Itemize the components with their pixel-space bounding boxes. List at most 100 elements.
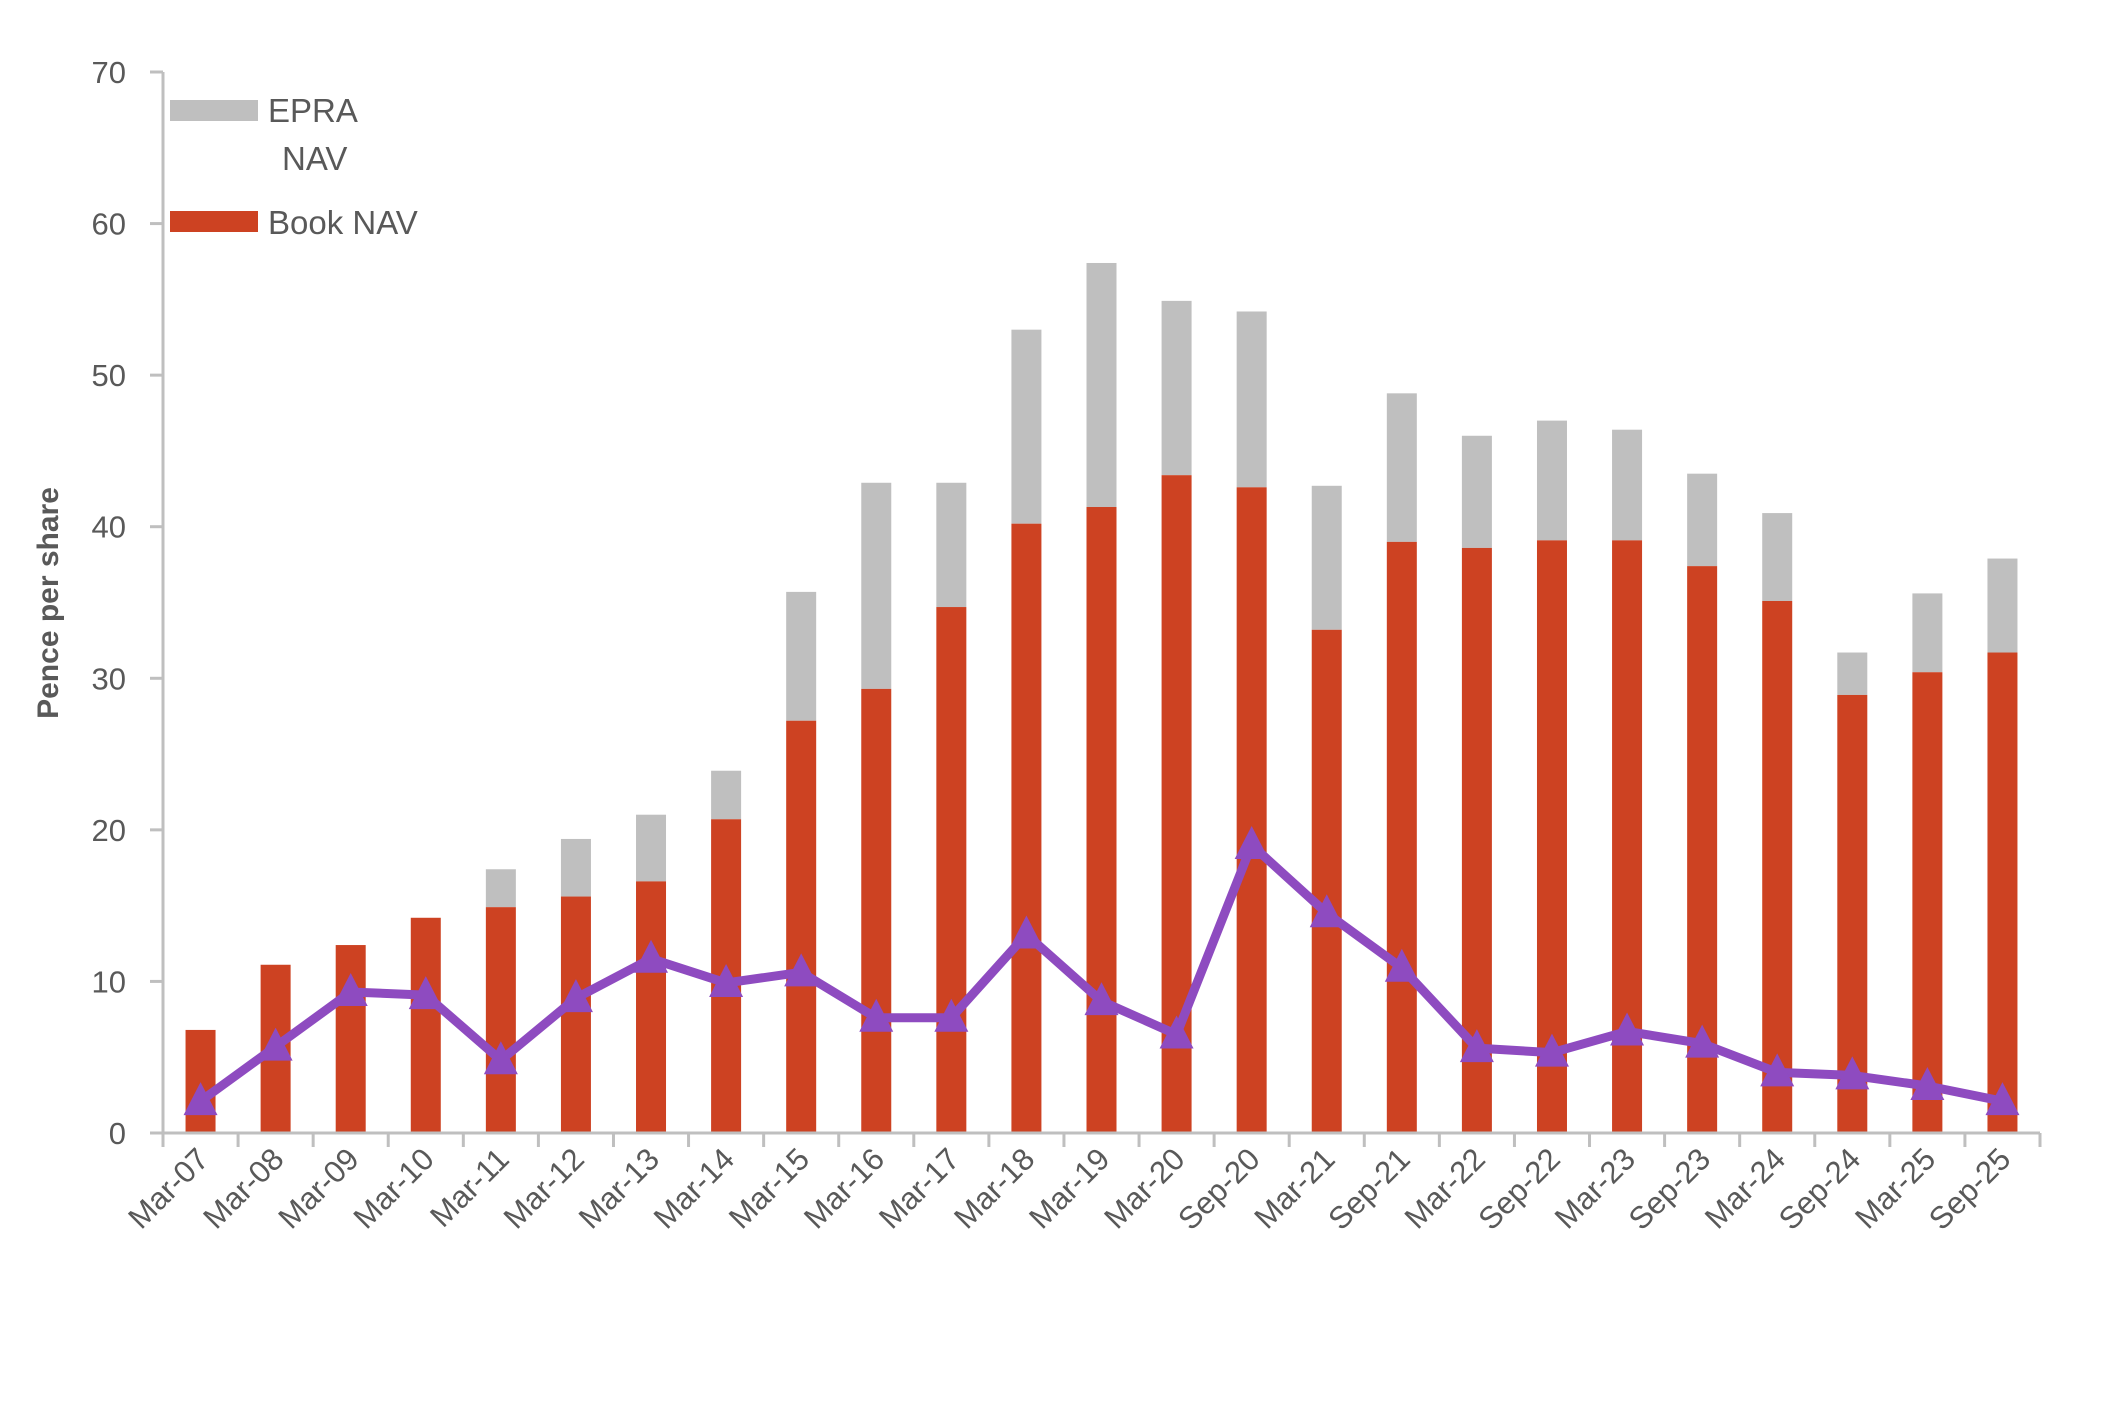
line-marker-triangle <box>709 963 744 997</box>
bar-epra-nav <box>560 838 591 897</box>
x-tick-label: Sep-20 <box>1171 1141 1266 1236</box>
bar-book-nav <box>1311 629 1342 1133</box>
y-tick-label: 50 <box>92 358 126 393</box>
axes-layer <box>150 72 2040 1147</box>
bar-book-nav <box>1086 507 1117 1133</box>
x-tick-label: Mar-25 <box>1848 1141 1942 1235</box>
y-tick-label: 20 <box>92 813 126 848</box>
bar-book-nav <box>485 907 516 1133</box>
bar-book-nav <box>1236 487 1267 1133</box>
y-ticks: 0 10 20 30 40 50 60 70 <box>92 55 163 1151</box>
bar-book-nav <box>1762 600 1793 1133</box>
x-tick-label: Sep-23 <box>1622 1141 1717 1236</box>
x-tick-label: Mar-14 <box>647 1141 741 1235</box>
line-marker-triangle <box>1534 1033 1569 1067</box>
bar-epra-nav <box>1311 485 1342 630</box>
bar-epra-nav <box>861 482 892 689</box>
y-tick-label: 70 <box>92 55 126 90</box>
x-tick-label: Sep-25 <box>1922 1141 2017 1236</box>
bar-epra-nav <box>485 869 516 908</box>
x-tick-label: Sep-22 <box>1471 1141 1566 1236</box>
line-marker-triangle <box>408 976 443 1010</box>
bar-book-nav <box>1912 672 1943 1133</box>
legend: EPRA NAV Book NAV <box>170 92 418 241</box>
bar-epra-nav <box>1536 420 1567 541</box>
x-tick-label: Mar-17 <box>872 1141 966 1235</box>
x-ticks: Mar-07Mar-08Mar-09Mar-10Mar-11Mar-12Mar-… <box>121 1133 2042 1237</box>
line-layer <box>183 826 2020 1116</box>
x-tick-label: Mar-15 <box>722 1141 816 1235</box>
legend-swatch-epra-nav <box>170 100 258 121</box>
bar-epra-nav <box>711 770 742 820</box>
line-marker-triangle <box>333 973 368 1007</box>
y-tick-label: 40 <box>92 510 126 545</box>
y-tick-label: 30 <box>92 661 126 696</box>
y-tick-label: 0 <box>109 1116 126 1151</box>
line-marker-triangle <box>934 998 969 1032</box>
bar-book-nav <box>1987 652 2018 1133</box>
x-tick-label: Sep-21 <box>1321 1141 1416 1236</box>
x-tick-label: Sep-24 <box>1772 1141 1867 1236</box>
y-tick-label: 10 <box>92 964 126 999</box>
x-tick-label: Mar-21 <box>1248 1141 1342 1235</box>
bar-epra-nav <box>636 814 667 882</box>
line-marker-triangle <box>859 998 894 1032</box>
line-marker-triangle <box>1009 915 1044 949</box>
line-marker-triangle <box>258 1027 293 1061</box>
bar-book-nav <box>861 688 892 1133</box>
line-marker-triangle <box>1835 1056 1870 1090</box>
bar-epra-nav <box>1161 300 1192 476</box>
x-tick-label: Mar-23 <box>1548 1141 1642 1235</box>
x-tick-label: Mar-20 <box>1097 1141 1191 1235</box>
bar-book-nav <box>1011 523 1042 1133</box>
x-tick-label: Mar-16 <box>797 1141 891 1235</box>
line-marker-triangle <box>1159 1015 1194 1049</box>
x-tick-label: Mar-08 <box>196 1141 290 1235</box>
bar-epra-nav <box>1837 652 1868 695</box>
y-tick-label: 60 <box>92 207 126 242</box>
legend-label-epra-nav-line2: NAV <box>282 140 347 177</box>
bar-epra-nav <box>1086 262 1117 508</box>
bar-epra-nav <box>786 591 817 721</box>
line-marker-triangle <box>1459 1029 1494 1063</box>
bar-epra-nav <box>1912 593 1943 673</box>
x-tick-label: Mar-07 <box>121 1141 215 1235</box>
bar-book-nav <box>410 917 441 1133</box>
line-marker-triangle <box>1610 1012 1645 1046</box>
bar-epra-nav <box>1687 473 1718 567</box>
line-marker-triangle <box>1910 1067 1945 1101</box>
x-tick-label: Mar-09 <box>271 1141 365 1235</box>
line-marker-triangle <box>483 1041 518 1075</box>
line-marker-triangle <box>183 1082 218 1116</box>
bar-epra-nav <box>1987 558 2018 653</box>
bar-epra-nav <box>1236 311 1267 488</box>
x-tick-label: Mar-24 <box>1698 1141 1792 1235</box>
bar-book-nav <box>1386 541 1417 1133</box>
line-marker-triangle <box>558 979 593 1013</box>
line-marker-triangle <box>1084 982 1119 1016</box>
line-marker-triangle <box>1760 1053 1795 1087</box>
bar-epra-nav <box>1461 435 1492 548</box>
line-marker-triangle <box>784 953 819 987</box>
bar-book-nav <box>636 881 667 1133</box>
bar-epra-nav <box>1762 513 1793 601</box>
line-marker-triangle <box>1685 1024 1720 1058</box>
x-tick-label: Mar-12 <box>497 1141 591 1235</box>
x-tick-label: Mar-11 <box>423 1141 516 1234</box>
line-marker-triangle <box>634 939 669 973</box>
x-tick-label: Mar-10 <box>347 1141 441 1235</box>
bar-book-nav <box>936 607 967 1133</box>
legend-label-book-nav: Book NAV <box>268 204 418 241</box>
bar-book-nav <box>786 720 817 1133</box>
line-marker-triangle <box>1985 1082 2020 1116</box>
line-marker-triangle <box>1234 826 1269 860</box>
x-tick-label: Mar-13 <box>572 1141 666 1235</box>
bar-epra-nav <box>936 482 967 608</box>
legend-swatch-book-nav <box>170 211 258 232</box>
bar-epra-nav <box>1386 393 1417 542</box>
y-axis-title: Pence per share <box>32 487 65 719</box>
bar-book-nav <box>560 896 591 1133</box>
bar-epra-nav <box>1011 329 1042 524</box>
bar-book-nav <box>185 1029 216 1133</box>
